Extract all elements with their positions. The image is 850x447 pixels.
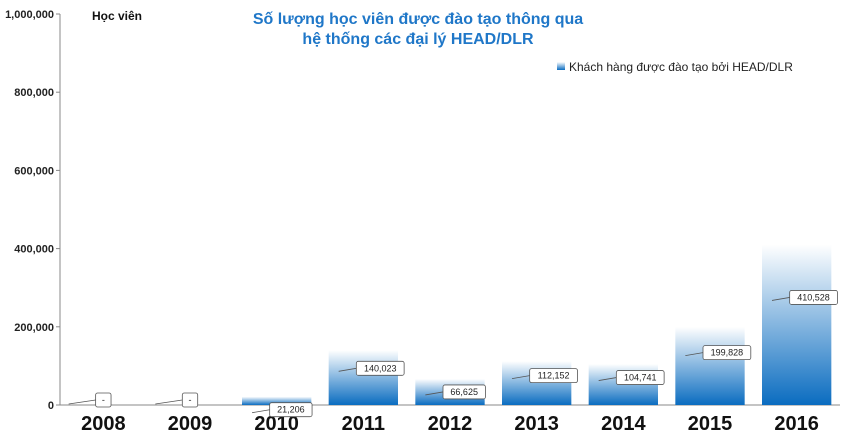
y-tick-label: 800,000	[14, 87, 54, 99]
data-label-box	[442, 384, 486, 400]
data-label-box	[181, 392, 199, 408]
data-label-leader	[251, 409, 270, 414]
data-label: 112,152	[538, 371, 570, 381]
bar	[762, 244, 832, 405]
data-label-box	[615, 370, 665, 385]
x-tick-label: 2013	[514, 413, 559, 435]
data-label: 140,023	[364, 363, 397, 373]
legend: Khách hàng được đào tạo bởi HEAD/DLR	[557, 60, 793, 74]
legend-swatch	[557, 62, 565, 70]
y-axis-label: Học viên	[92, 9, 142, 23]
x-tick-label: 2008	[81, 413, 126, 435]
data-label: 199,828	[711, 348, 744, 358]
data-label: 410,528	[797, 292, 830, 302]
legend-entry: Khách hàng được đào tạo bởi HEAD/DLR	[569, 60, 793, 74]
bars	[242, 244, 832, 405]
bar	[675, 326, 745, 405]
data-label-leader	[685, 352, 704, 357]
x-tick-label: 2016	[774, 413, 819, 435]
axes: 0 200,000 400,000 600,000 800,000 1,000,000 20…	[5, 9, 840, 435]
data-label-box	[269, 402, 313, 418]
x-tick-label: 2011	[342, 413, 385, 435]
data-label: -	[189, 395, 192, 405]
x-tick-label: 2010	[254, 413, 299, 435]
data-label-box	[95, 392, 112, 408]
data-label-leader	[511, 375, 530, 380]
x-tick-label: 2012	[428, 413, 473, 435]
data-label-box	[529, 368, 578, 384]
data-label: 21,206	[277, 405, 305, 415]
data-label-leader	[338, 367, 357, 372]
chart-title-line-1: Số lượng học viên được đào tạo thông qua	[253, 11, 583, 28]
data-label-leader	[598, 377, 617, 381]
bar	[502, 361, 572, 405]
y-tick-label: 600,000	[14, 165, 54, 177]
data-label: 104,741	[624, 373, 657, 383]
y-tick-label: 400,000	[14, 244, 54, 256]
x-tick-label: 2015	[688, 413, 733, 435]
x-tick-label: 2014	[601, 413, 646, 435]
bar	[242, 396, 312, 405]
data-label: 66,625	[450, 387, 478, 397]
data-label-leader	[771, 297, 790, 301]
data-label-leader	[425, 391, 444, 396]
bar	[328, 350, 398, 405]
data-label-box	[789, 290, 838, 305]
data-label-leader	[68, 399, 96, 405]
chart-title-line-2: hệ thống các đại lý HEAD/DLR	[302, 31, 534, 48]
data-label-box	[702, 345, 752, 361]
data-labels: - - 21,206 140,023 66,625 112,152 104,741 199,8…	[68, 290, 838, 418]
x-tick-label: 2009	[168, 413, 213, 435]
y-tick-label: 1,000,000	[5, 9, 54, 21]
y-tick-label: 200,000	[14, 322, 54, 334]
data-label-leader	[155, 399, 183, 405]
data-label-box	[355, 360, 405, 376]
data-label: -	[102, 395, 105, 405]
y-tick-label: 0	[48, 400, 54, 412]
